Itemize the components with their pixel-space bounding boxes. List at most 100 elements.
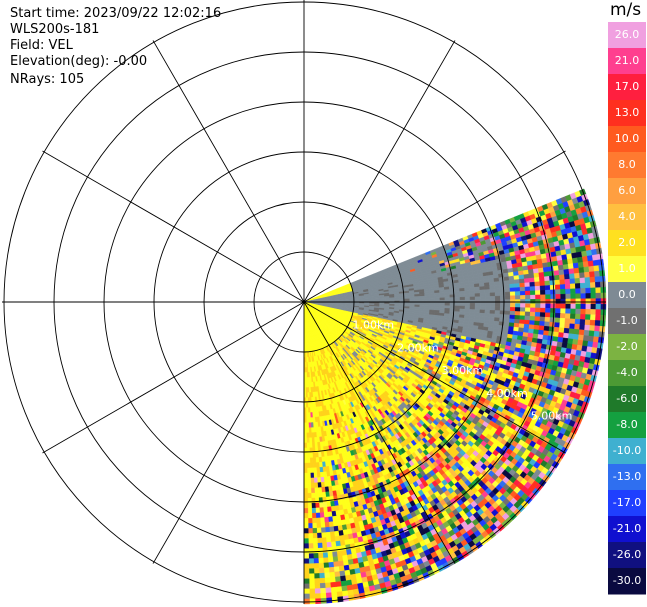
velocity-gate — [514, 283, 521, 288]
velocity-gate — [565, 303, 571, 310]
velocity-gate — [444, 294, 451, 298]
velocity-gate — [574, 272, 581, 279]
velocity-gate — [514, 318, 520, 324]
velocity-gate — [459, 290, 466, 295]
velocity-gate — [500, 295, 506, 300]
velocity-gate — [554, 317, 561, 324]
velocity-gate — [564, 273, 570, 280]
velocity-gate — [583, 266, 590, 273]
velocity-gate — [538, 272, 545, 278]
velocity-gate — [579, 272, 586, 279]
velocity-gate — [579, 282, 586, 289]
velocity-gate — [424, 297, 431, 301]
velocity-gate — [548, 270, 555, 277]
velocity-gate — [510, 299, 516, 304]
velocity-gate — [519, 311, 526, 317]
velocity-gate — [575, 288, 581, 294]
velocity-gate — [544, 312, 551, 318]
velocity-gate — [569, 323, 576, 330]
velocity-gate — [567, 263, 574, 270]
velocity-gate — [563, 332, 570, 339]
velocity-gate — [474, 296, 481, 301]
velocity-gate — [568, 268, 575, 275]
velocity-gate — [595, 298, 602, 305]
velocity-gate — [540, 294, 546, 300]
velocity-gate — [528, 273, 535, 279]
velocity-gate — [488, 281, 495, 287]
velocity-gate — [575, 298, 582, 305]
velocity-gate — [535, 299, 541, 304]
velocity-gate — [600, 298, 607, 305]
velocity-gate — [585, 287, 591, 294]
velocity-gate — [509, 291, 516, 296]
velocity-gate — [580, 308, 586, 315]
velocity-gate — [434, 305, 441, 309]
velocity-gate — [419, 295, 425, 299]
velocity-gate — [520, 303, 526, 308]
velocity-gate — [424, 295, 430, 299]
velocity-gate — [525, 294, 531, 300]
velocity-gate — [544, 321, 551, 327]
velocity-gate — [484, 285, 491, 290]
velocity-gate — [569, 283, 576, 290]
velocity-gate — [504, 318, 510, 323]
velocity-gate — [429, 302, 436, 306]
velocity-gate — [495, 299, 501, 304]
velocity-gate — [595, 303, 602, 310]
velocity-gate — [530, 290, 536, 296]
velocity-gate — [494, 292, 501, 297]
velocity-gate — [578, 334, 585, 341]
velocity-gate — [444, 302, 451, 306]
velocity-gate — [530, 307, 536, 313]
velocity-gate — [510, 303, 516, 308]
velocity-gate — [540, 303, 546, 309]
velocity-gate — [439, 292, 445, 296]
velocity-gate — [549, 275, 555, 282]
velocity-gate — [572, 262, 579, 269]
velocity-gate — [474, 293, 481, 298]
velocity-gate — [547, 261, 554, 268]
velocity-gate — [589, 271, 596, 278]
velocity-gate — [565, 293, 571, 300]
velocity-gate — [549, 321, 556, 328]
velocity-gate — [459, 305, 466, 310]
velocity-gate — [454, 302, 461, 307]
velocity-gate — [590, 282, 596, 289]
velocity-gate — [524, 286, 531, 292]
velocity-gate — [549, 312, 556, 319]
velocity-gate — [550, 294, 556, 300]
velocity-gate — [424, 302, 431, 306]
velocity-gate — [505, 295, 511, 300]
velocity-gate — [588, 330, 595, 337]
velocity-gate — [509, 310, 516, 316]
velocity-gate — [459, 308, 466, 313]
velocity-gate — [484, 289, 491, 294]
velocity-gate — [489, 285, 496, 290]
velocity-gate — [592, 336, 600, 343]
velocity-gate — [575, 313, 581, 320]
velocity-gate — [564, 318, 571, 324]
velocity-gate — [500, 303, 506, 308]
velocity-gate — [469, 302, 476, 307]
velocity-gate — [579, 324, 586, 331]
velocity-gate — [553, 270, 560, 276]
velocity-gate — [489, 310, 496, 315]
velocity-gate — [494, 288, 501, 293]
velocity-gate — [568, 328, 575, 335]
velocity-gate — [434, 297, 441, 301]
velocity-gate — [499, 291, 506, 297]
velocity-gate — [590, 303, 597, 310]
velocity-gate — [580, 288, 586, 294]
velocity-gate — [579, 277, 586, 284]
velocity-gate — [489, 296, 496, 301]
velocity-gate — [594, 270, 601, 278]
velocity-gate — [495, 303, 501, 308]
velocity-gate — [519, 290, 526, 296]
velocity-gate — [545, 298, 551, 304]
velocity-gate — [567, 338, 574, 345]
velocity-gate — [584, 271, 591, 278]
velocity-gate — [514, 279, 520, 285]
velocity-gate — [583, 329, 590, 337]
velocity-gate — [535, 307, 541, 313]
